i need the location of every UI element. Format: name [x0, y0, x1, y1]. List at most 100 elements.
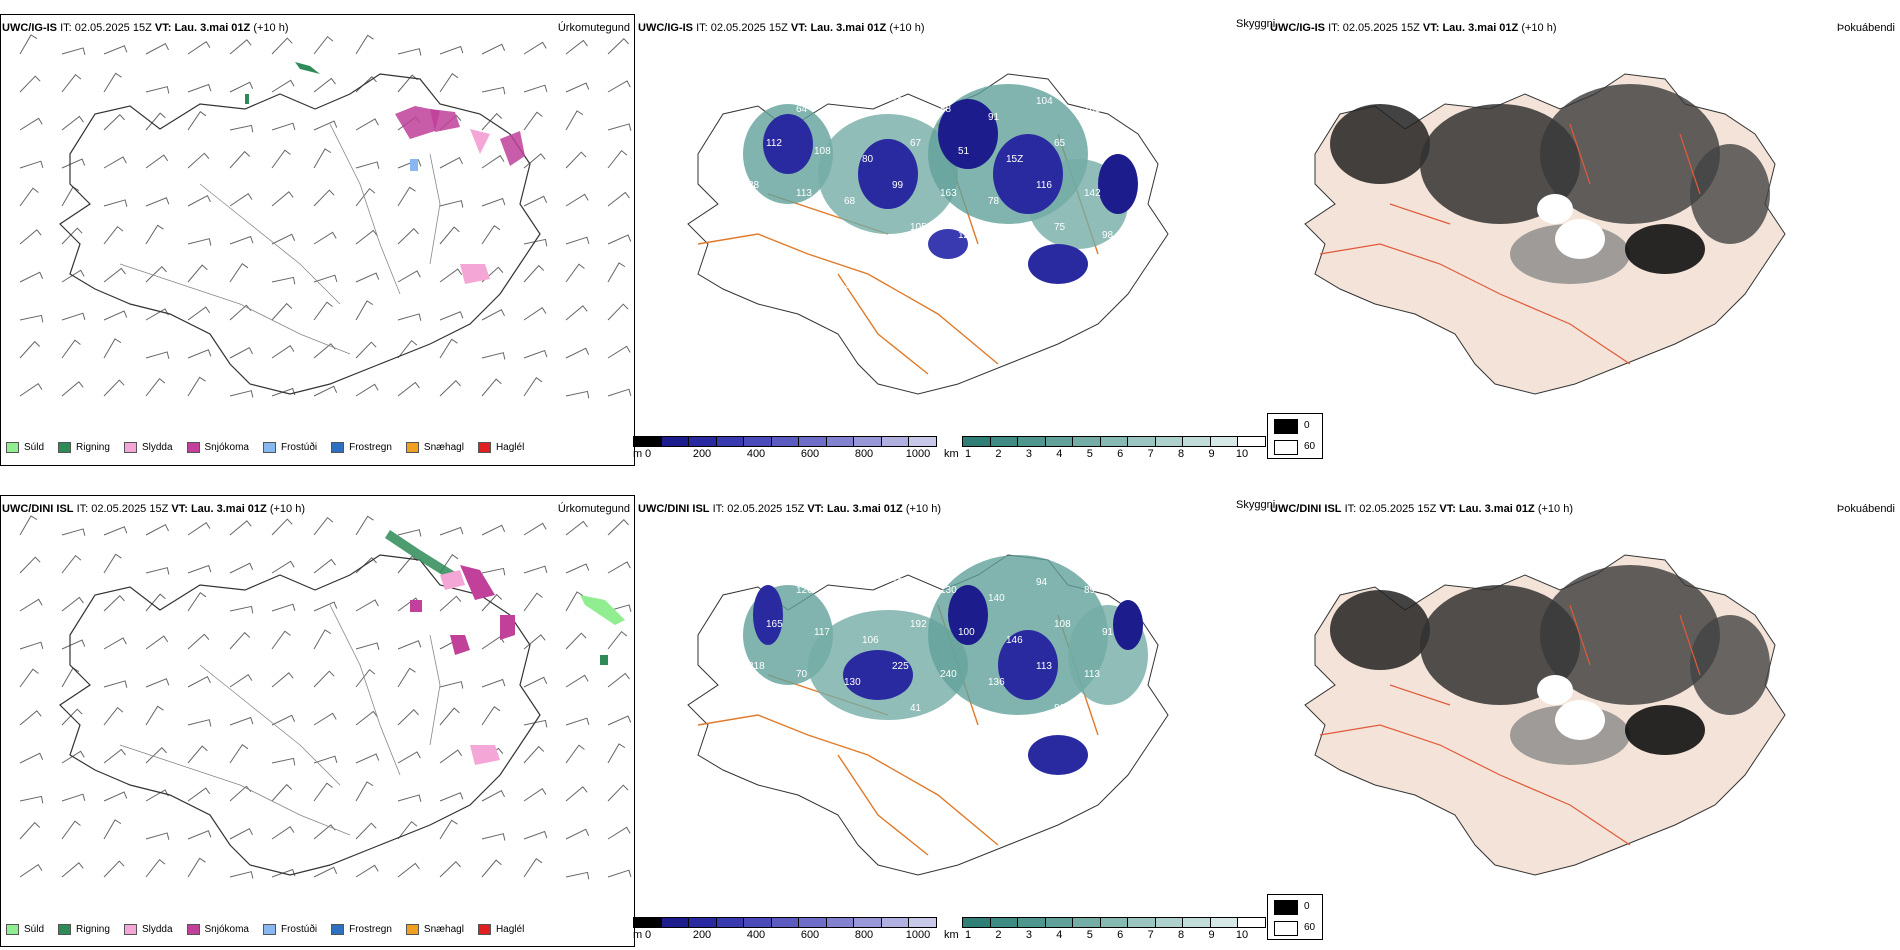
- wind-barb: [523, 377, 543, 397]
- legend-swatch: [331, 442, 345, 453]
- wind-barb: [19, 271, 44, 283]
- colorbar-tick-label: 1000: [905, 448, 931, 460]
- wind-barb: [145, 112, 166, 131]
- wind-barb: [145, 377, 166, 397]
- wind-barb: [145, 593, 166, 612]
- wind-barb: [61, 381, 84, 397]
- it-label: IT:: [712, 503, 725, 515]
- legend-item: Frostúði: [262, 442, 317, 453]
- wind-barb: [187, 857, 206, 878]
- cloudbase-value-label: 112: [766, 138, 782, 149]
- colorbar-tick-label: 2: [995, 929, 1002, 941]
- legend-swatch: [262, 924, 276, 935]
- colorbar-cell: [854, 437, 882, 446]
- cloudbase-value-label: 80: [862, 154, 874, 165]
- wind-barb: [523, 565, 548, 574]
- wind-barb: [103, 637, 127, 650]
- wind-barb: [523, 84, 548, 93]
- wind-barb: [355, 161, 380, 169]
- wind-barb: [145, 567, 170, 575]
- cloudbase-value-label: 99: [892, 180, 904, 191]
- wind-barb: [19, 710, 42, 726]
- fog-areas: [1330, 84, 1770, 284]
- cloudbase-value-label: 41: [910, 703, 922, 714]
- wind-barb: [271, 302, 293, 321]
- wind-barb: [313, 670, 335, 688]
- legend-item: Súld: [6, 442, 44, 453]
- colorbar-cell: [799, 437, 827, 446]
- legend-label: Snjókoma: [204, 442, 249, 453]
- wind-barb: [481, 112, 503, 131]
- wind-barb: [439, 861, 461, 878]
- wind-barb: [145, 86, 170, 94]
- vt-value: Lau. 3.mai 01Z: [826, 503, 903, 515]
- wind-barb: [397, 186, 416, 207]
- model-name: UWC/IG-IS: [2, 22, 57, 34]
- cloudbase-value-label: 161: [766, 222, 783, 233]
- wind-barb: [355, 272, 380, 283]
- colorbar-cell: [689, 437, 717, 446]
- cloudbase-value-label: 108: [862, 719, 879, 730]
- wind-barb: [103, 310, 128, 321]
- wind-barb: [103, 706, 124, 726]
- wind-barb: [313, 782, 333, 802]
- wind-barb: [481, 789, 505, 802]
- wind-barb: [565, 871, 590, 880]
- legend-swatch: [6, 924, 19, 935]
- wind-barb: [271, 276, 296, 285]
- wind-barb: [607, 630, 628, 650]
- wind-barb: [481, 225, 501, 245]
- wind-barb: [397, 339, 418, 359]
- wind-barb: [523, 858, 543, 878]
- fog-high-label: 0: [1304, 420, 1310, 431]
- wind-barb: [271, 672, 294, 688]
- wind-barb: [103, 45, 128, 55]
- wind-barb: [187, 306, 211, 321]
- wind-barb: [523, 592, 543, 612]
- cloudbase-value-label: 90: [1006, 238, 1018, 249]
- wind-barb: [565, 82, 590, 93]
- legend-item: Haglél: [477, 924, 524, 935]
- iceland-outline: [687, 554, 1169, 876]
- legend-label: Rigning: [76, 442, 110, 453]
- wind-barb: [61, 708, 83, 726]
- wind-barb: [19, 515, 38, 536]
- wind-barb: [103, 267, 126, 283]
- lead-time: (+10 h): [253, 22, 289, 34]
- wind-barb: [187, 238, 212, 246]
- cloudbase-value-label: 100: [958, 627, 975, 638]
- cloudbase-value-label: 21: [796, 272, 808, 283]
- cloudbase-unit-bottom: m: [633, 929, 643, 941]
- wind-barb: [439, 200, 464, 208]
- cloudbase-value-label: 116: [1036, 180, 1052, 191]
- wind-barb: [313, 274, 338, 283]
- legend-swatch: [262, 442, 276, 453]
- wind-barb: [103, 338, 122, 359]
- wind-barb: [103, 748, 126, 764]
- cloudbase-value-label: 51: [958, 146, 970, 157]
- wind-barb: [439, 526, 464, 536]
- wind-barb: [355, 34, 374, 55]
- wind-barb: [61, 73, 82, 93]
- colorbar-cell: [1073, 918, 1101, 927]
- model-name: UWC/DINI ISL: [1270, 503, 1342, 515]
- fog-legend-bottom: 0 60: [1267, 894, 1323, 940]
- colorbar-tick-label: 600: [800, 929, 820, 941]
- legend-item: Slydda: [123, 442, 173, 453]
- wind-barb: [355, 118, 379, 131]
- cloudbase-value-label: 163: [940, 188, 957, 199]
- cloudbase-header-top: UWC/IG-IS IT: 02.05.2025 15Z VT: Lau. 3.…: [638, 22, 925, 34]
- colorbar-cell: [1045, 918, 1074, 927]
- wind-barb: [397, 313, 422, 321]
- colorbar-cell: [1210, 437, 1239, 446]
- colorbar-cell: [881, 918, 910, 927]
- cloudbase-value-label: 98: [1102, 230, 1114, 241]
- wind-barb: [565, 563, 590, 574]
- wind-barb: [607, 869, 632, 878]
- wind-barb: [523, 830, 548, 840]
- cloud-areas: [743, 84, 1138, 284]
- vt-label: VT:: [807, 503, 824, 515]
- wind-barb: [397, 381, 420, 397]
- legend-swatch: [186, 442, 200, 453]
- legend-swatch: [186, 924, 200, 935]
